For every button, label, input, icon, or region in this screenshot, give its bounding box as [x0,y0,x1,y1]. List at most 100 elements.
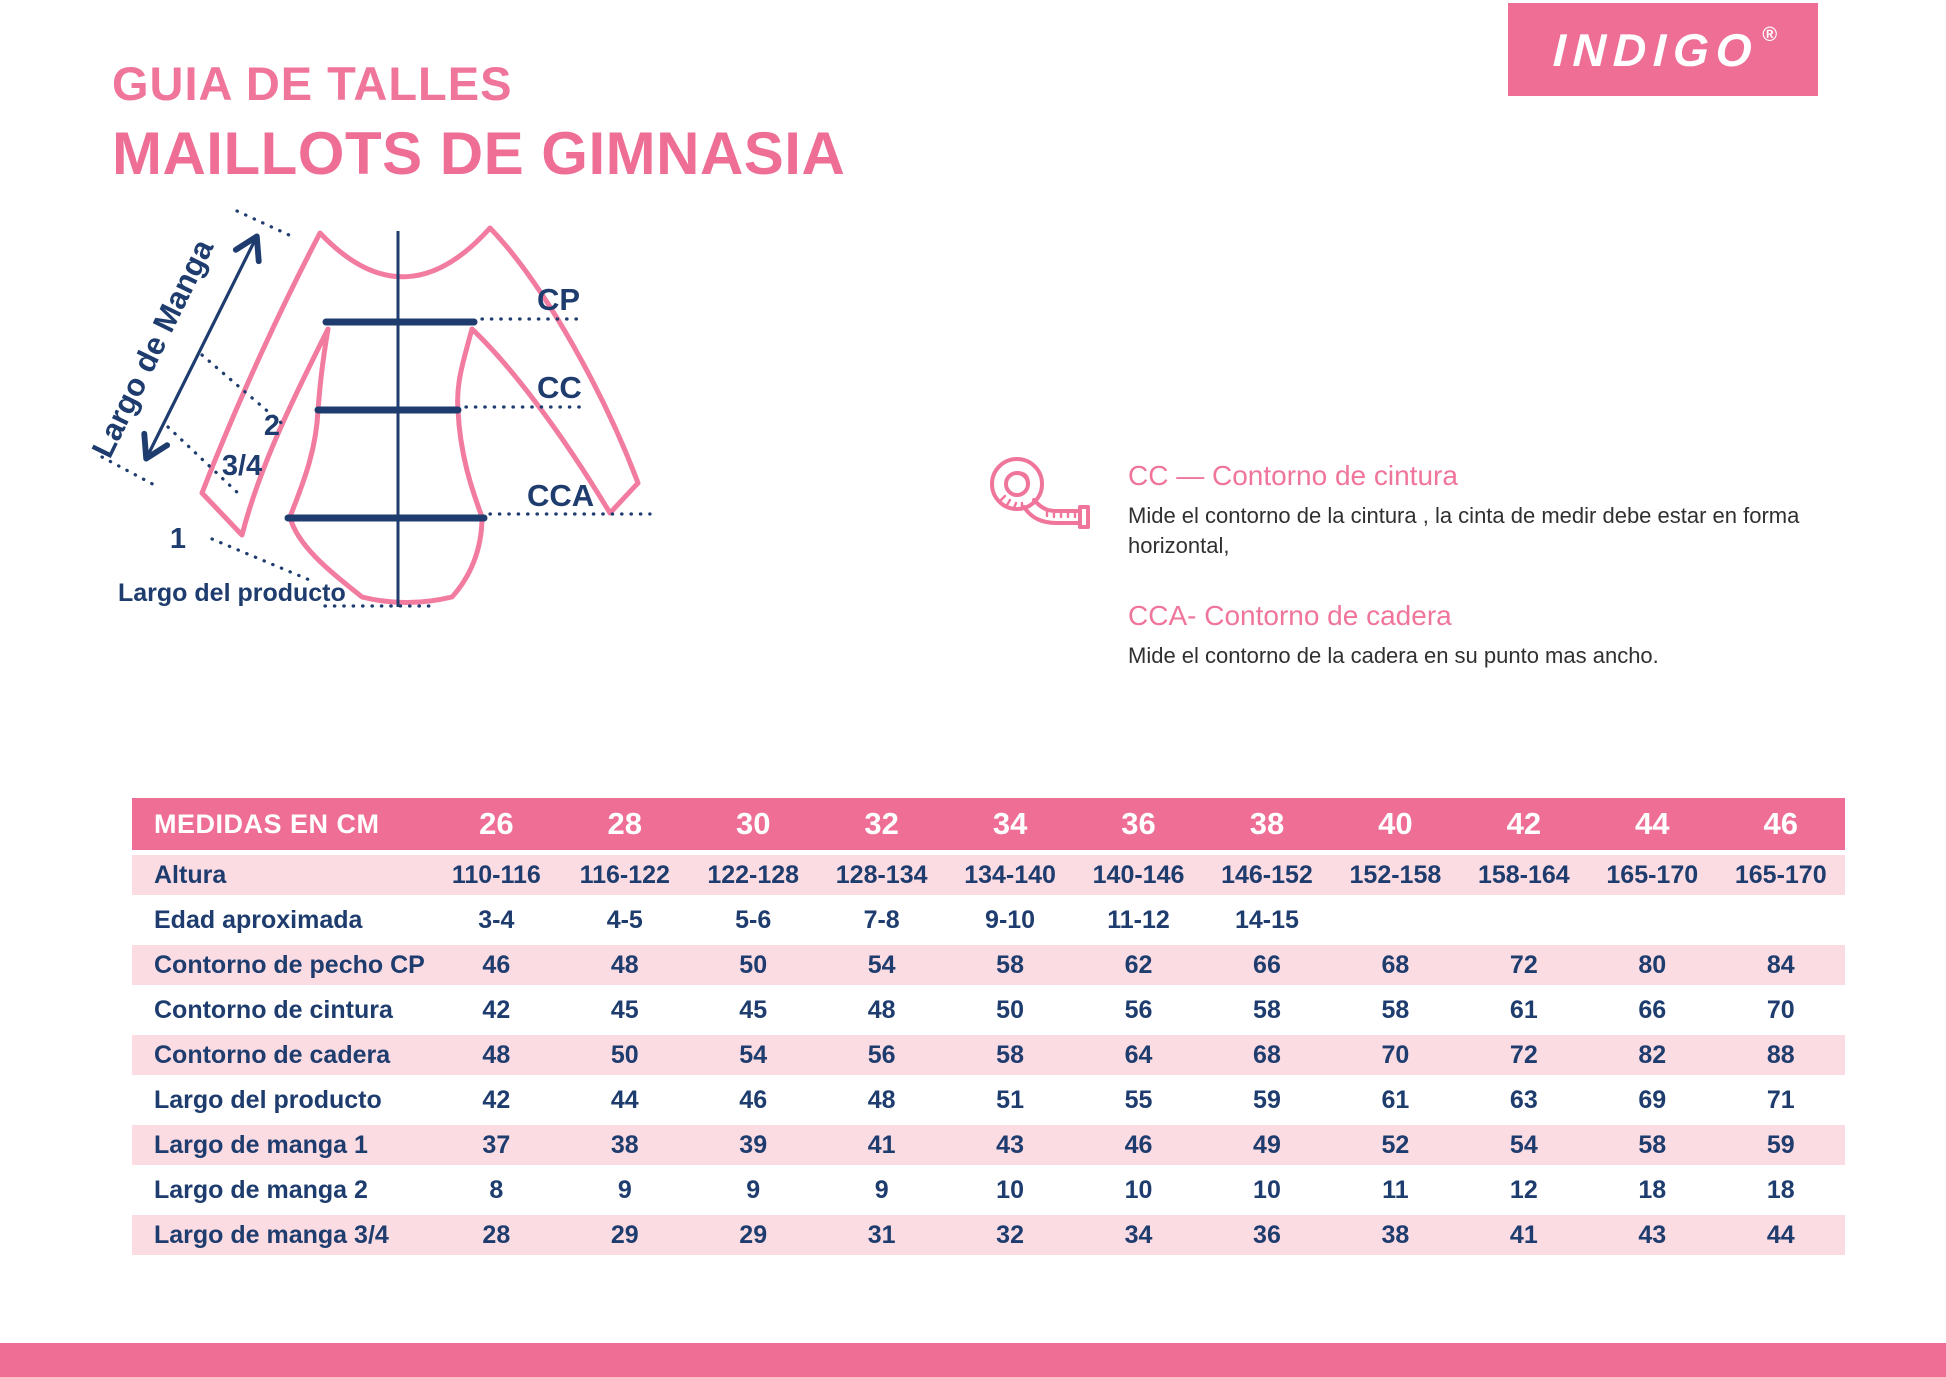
mark-2-label: 2 [264,410,280,442]
cell-value: 59 [1766,1130,1795,1159]
cell-value: 37 [482,1130,511,1159]
cell-value: 9 [874,1175,889,1204]
sleeve-end-tick [100,455,162,490]
cell-value: 28 [482,1220,511,1249]
row-label: Largo de manga 1 [154,1130,368,1159]
cell-value: 9 [746,1175,761,1204]
cell-value: 72 [1509,950,1538,979]
cell-value: 39 [739,1130,768,1159]
cell-value: 59 [1253,1085,1281,1114]
cell-value: 165-170 [1606,860,1699,889]
cell-value: 44 [1766,1220,1795,1249]
cell-value: 50 [739,950,768,979]
cell-value: 80 [1638,950,1667,979]
cell-value: 134-140 [964,860,1056,889]
cell-value: 56 [867,1040,896,1069]
size-column-header: 40 [1331,798,1460,850]
row-label: Contorno de pecho CP [154,950,425,979]
leotard-measurement-diagram: Largo de Manga 2 3/4 1 CP CC CCA Largo d… [90,209,652,608]
cell-value: 165-170 [1734,860,1827,889]
page-title-line2: MAILLOTS DE GIMNASIA [112,120,846,187]
sleeve-mark2-tick [200,353,288,429]
size-column-header: 46 [1716,798,1845,850]
cell-value: 18 [1766,1175,1795,1204]
cell-value: 11-12 [1107,905,1170,934]
cell-value: 54 [739,1040,768,1069]
cell-value: 42 [482,1085,511,1114]
cell-value: 44 [610,1085,639,1114]
cell-value: 49 [1253,1130,1281,1159]
measurement-legend: CC — Contorno de cintura Mide el contorn… [1128,460,1908,671]
measurements-header-label: MEDIDAS EN CM [132,798,433,850]
cell-value: 62 [1124,950,1153,979]
cell-value: 152-158 [1349,860,1442,889]
cell-value: 110-116 [451,860,541,889]
cc-label: CC [537,370,582,405]
row-label: Edad aproximada [154,905,363,934]
row-label: Largo de manga 3/4 [154,1220,389,1249]
cell-value: 29 [610,1220,639,1249]
cell-value: 68 [1381,950,1410,979]
table-row: Largo del producto 42 44 46 48 51 55 59 61 63 69 71 [132,1080,1845,1120]
cell-value: 51 [996,1085,1024,1114]
cell-value: 146-152 [1221,860,1313,889]
cell-value: 54 [867,950,896,979]
size-column-header: 30 [688,798,818,850]
cell-value: 34 [1124,1220,1153,1249]
row-label: Altura [154,860,227,889]
cca-description: Mide el contorno de la cadera en su punt… [1128,642,1659,668]
page-title-line1: GUIA DE TALLES [112,57,513,110]
product-length-label: Largo del producto [118,579,346,607]
cell-value: 10 [1124,1175,1153,1204]
cell-value [1460,900,1588,940]
row-label: Contorno de cintura [154,995,393,1024]
size-column-header: 32 [817,798,946,850]
cca-heading: CCA- Contorno de cadera [1128,599,1452,631]
table-row: Contorno de pecho CP 46 48 50 54 58 62 66 68 72 80… [132,945,1845,985]
cell-value: 55 [1124,1085,1153,1114]
table-row: Largo de manga 1 37 38 39 41 43 46 49 52 54 58 59 [132,1125,1845,1165]
cell-value [1588,900,1716,940]
cell-value: 158-164 [1477,860,1570,889]
cell-value: 84 [1766,950,1795,979]
table-row: Altura 110-116 116-122 122-128 128-134 134-14… [132,855,1845,895]
cell-value: 116-122 [579,860,670,889]
cuff-tick [210,537,314,583]
size-column-header: 36 [1074,798,1203,850]
cell-value: 48 [610,950,639,979]
cell-value: 63 [1509,1085,1538,1114]
cell-value: 140-146 [1092,860,1185,889]
cell-value [1716,900,1845,940]
cell-value: 11 [1382,1175,1409,1204]
cell-value: 61 [1381,1085,1410,1114]
cell-value: 36 [1253,1220,1281,1249]
cell-value: 122-128 [707,860,800,889]
cc-description: Mide el contorno de la cintura , la cint… [1128,503,1800,559]
cell-value: 61 [1509,995,1538,1024]
size-column-header: 38 [1202,798,1332,850]
cell-value: 41 [1509,1220,1538,1249]
cell-value: 43 [996,1130,1024,1159]
cell-value: 71 [1766,1085,1795,1114]
row-label: Contorno de cadera [154,1040,391,1069]
cell-value: 42 [482,995,511,1024]
cell-value: 48 [482,1040,511,1069]
cell-value: 50 [610,1040,639,1069]
cell-value: 68 [1253,1040,1281,1069]
cell-value: 50 [996,995,1024,1024]
cell-value: 66 [1253,950,1281,979]
cca-label: CCA [527,478,594,513]
cell-value: 41 [867,1130,896,1159]
table-header-row: MEDIDAS EN CM 26 28 30 32 34 36 38 40 42 44 46 [132,798,1845,850]
row-label: Largo de manga 2 [154,1175,368,1204]
cell-value: 46 [739,1085,768,1114]
sleeve-top-tick [235,209,291,237]
cell-value: 31 [867,1220,896,1249]
cell-value: 12 [1509,1175,1538,1204]
size-column-header: 44 [1588,798,1717,850]
measuring-tape-icon [990,457,1090,529]
cell-value: 82 [1638,1040,1667,1069]
cell-value: 4-5 [606,905,643,934]
cell-value: 9-10 [985,905,1036,934]
table-row: Contorno de cadera 48 50 54 56 58 64 68 70 72 82 88 [132,1035,1845,1075]
